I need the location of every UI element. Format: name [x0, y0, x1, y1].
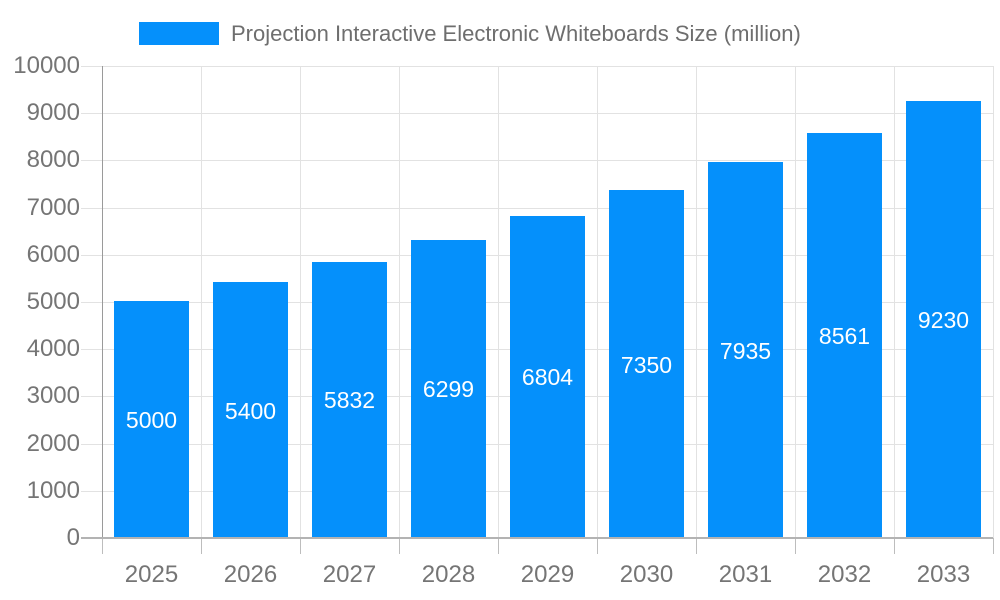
y-gridline: [81, 160, 993, 162]
bar-value-label: 5832: [323, 387, 376, 414]
x-gridline: [696, 66, 697, 538]
x-axis-tick: [201, 538, 202, 554]
y-gridline: [81, 207, 993, 209]
y-gridline: [81, 113, 993, 115]
x-gridline: [300, 66, 301, 538]
x-gridline: [399, 66, 400, 538]
x-axis-tick-label: 2031: [718, 561, 773, 588]
y-axis-tick-label: 1000: [26, 476, 80, 504]
x-gridline: [597, 66, 598, 538]
x-axis-tick: [300, 538, 301, 554]
bar-value-label: 7935: [719, 337, 772, 364]
y-axis-tick-label: 7000: [26, 193, 80, 221]
x-axis-line: [81, 537, 993, 539]
bar-2032: [807, 132, 882, 537]
x-axis-tick: [498, 538, 499, 554]
x-axis-tick-label: 2033: [916, 561, 971, 588]
y-axis-tick-label: 10000: [13, 52, 80, 79]
y-axis-tick-label: 2000: [26, 429, 80, 457]
bar-2027: [312, 261, 387, 537]
y-axis-tick-label: 6000: [26, 240, 80, 268]
bar-2029: [510, 215, 585, 537]
x-axis-tick-label: 2030: [619, 561, 674, 588]
y-axis-tick-label: 3000: [26, 382, 80, 410]
x-axis-tick-label: 2029: [520, 561, 575, 588]
bar-value-label: 9230: [917, 307, 970, 334]
bar-2033: [906, 101, 981, 537]
y-axis-tick-label: 5000: [26, 288, 80, 315]
x-axis-tick: [597, 538, 598, 554]
x-axis-tick: [993, 538, 994, 554]
bar-value-label: 6804: [521, 364, 574, 391]
y-axis-tick-label: 4000: [26, 335, 80, 363]
y-axis-tick-label: 0: [66, 524, 80, 551]
x-axis-tick: [795, 538, 796, 554]
bar-2030: [609, 190, 684, 537]
y-axis-tick-label: 8000: [26, 146, 80, 174]
x-gridline: [498, 66, 499, 538]
x-axis-tick-label: 2028: [421, 561, 476, 588]
x-gridline: [795, 66, 796, 538]
legend-swatch: [139, 22, 219, 45]
bar-2025: [114, 301, 189, 537]
x-axis-tick-label: 2027: [322, 561, 377, 588]
x-axis-tick-label: 2032: [817, 561, 872, 588]
x-axis-tick-label: 2025: [124, 561, 179, 588]
y-gridline: [81, 66, 993, 67]
x-axis-tick-label: 2026: [223, 561, 278, 588]
plot-area: 0 1000 2000 3000 4000 5000 6000 7000 8000 9000 100…: [13, 52, 994, 588]
bar-value-label: 5400: [224, 397, 277, 424]
x-axis-tick: [894, 538, 895, 554]
y-axis-line: [102, 66, 103, 538]
bar-value-label: 7350: [620, 351, 673, 378]
x-gridline: [201, 66, 202, 538]
bar-value-label: 5000: [125, 407, 178, 433]
bar-2028: [411, 239, 486, 537]
chart-title: Projection Interactive Electronic Whiteb…: [231, 21, 801, 46]
x-gridline: [894, 66, 895, 538]
y-axis-tick-label: 9000: [26, 99, 80, 127]
bar-value-label: 8561: [818, 322, 871, 349]
x-axis-tick: [399, 538, 400, 554]
bar-2031: [708, 162, 783, 537]
bar-2026: [213, 282, 288, 537]
bar-value-label: 6299: [422, 376, 475, 403]
x-gridline: [993, 66, 994, 538]
x-axis-tick: [102, 538, 103, 554]
x-axis-tick: [696, 538, 697, 554]
